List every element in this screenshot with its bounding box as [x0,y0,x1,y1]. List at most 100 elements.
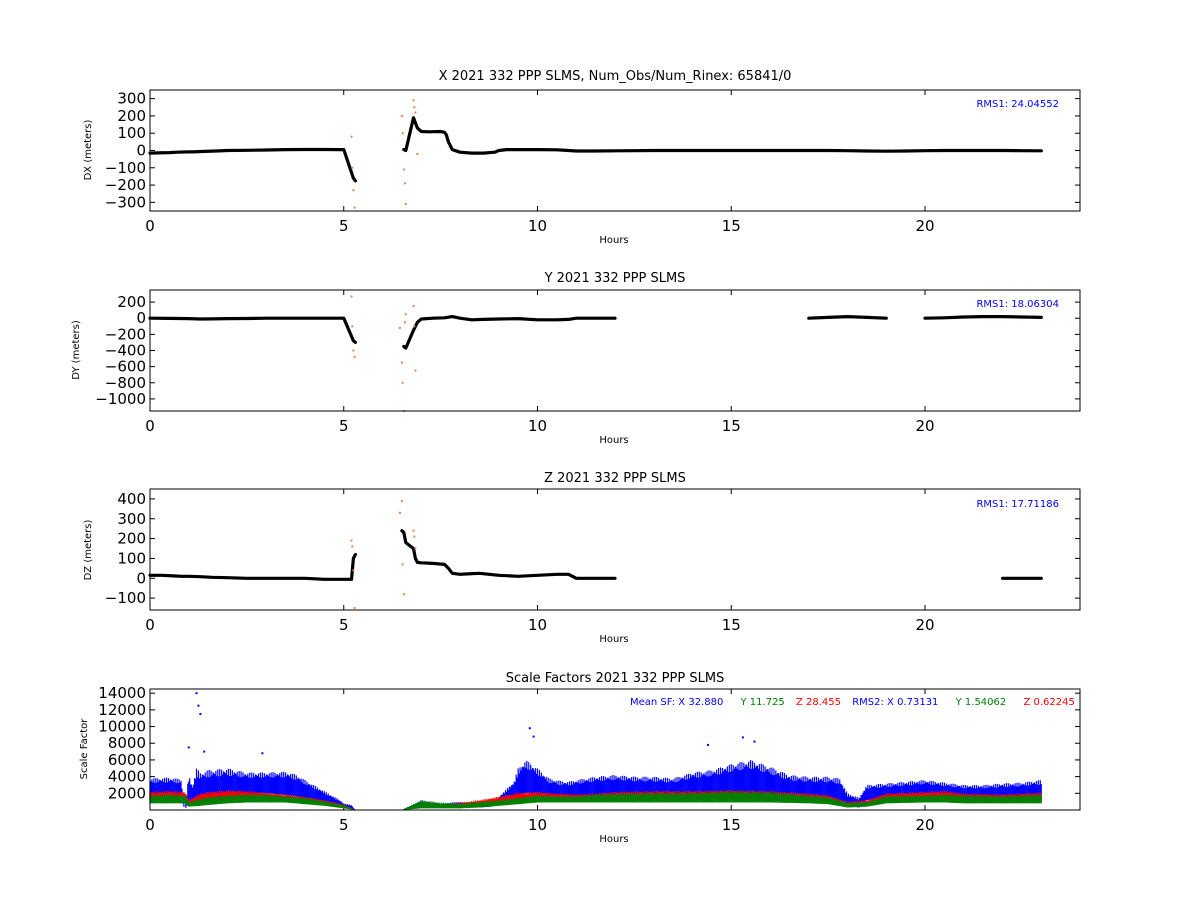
mean-sf-z: Z 28.455 [796,697,841,708]
data-point [351,545,354,548]
rms-annotation: RMS1: 17.71186 [976,499,1059,510]
x-tick-label: 10 [528,816,547,834]
data-point [707,743,709,746]
data-point [403,321,406,324]
data-point [197,704,200,707]
data-series-line [400,529,617,580]
x-axis-label: Hours [599,834,628,845]
y-tick-label: 2000 [108,784,146,802]
data-series-line [402,116,1043,155]
y-axis-label: DY (meters) [71,320,82,380]
x-tick-label: 5 [339,417,349,435]
data-point [402,168,405,171]
data-point [195,692,198,695]
solution-points [148,116,1043,183]
x-tick-label: 15 [722,217,741,235]
x-tick-label: 0 [145,816,155,834]
y-tick-label: 0 [136,569,146,587]
x-tick-label: 15 [722,816,741,834]
panel-dx: X 2021 332 PPP SLMS, Num_Obs/Num_Rinex: … [83,69,1081,246]
y-tick-label: −400 [105,342,146,360]
data-point [352,189,355,192]
panel-dy: Y 2021 332 PPP SLMS DY (meters) Hours RM… [71,271,1081,446]
data-point [351,325,354,328]
x-tick-label: 10 [528,616,547,634]
data-point [413,535,416,538]
panel-title: Z 2021 332 PPP SLMS [544,471,686,486]
y-tick-label: 6000 [108,751,146,769]
data-point [398,511,401,514]
x-tick-label: 20 [915,217,934,235]
data-point [187,746,190,749]
data-point [400,114,403,117]
panel-title: Y 2021 332 PPP SLMS [544,271,686,286]
data-point [528,727,531,730]
panel-title: X 2021 332 PPP SLMS, Num_Obs/Num_Rinex: … [439,69,792,84]
x-tick-label: 15 [722,616,741,634]
x-tick-label: 5 [339,616,349,634]
y-tick-label: 300 [117,510,146,528]
y-tick-label: −600 [105,358,146,376]
x-axis-label: Hours [599,634,628,645]
scale-factor-annotation: Mean SF: X 32.880 Y 11.725 Z 28.455 RMS2… [630,697,1075,708]
data-point [350,135,353,138]
x-tick-label: 20 [915,616,934,634]
y-tick-label: 0 [136,142,146,160]
data-point [416,152,419,155]
data-point [400,361,403,364]
data-point [414,547,417,550]
data-point [413,325,416,328]
y-axis-label: Scale Factor [79,718,90,780]
data-point [400,499,403,502]
data-point [353,355,356,358]
rms-annotation: RMS1: 24.04552 [976,99,1059,110]
panel-dz: Z 2021 332 PPP SLMS DZ (meters) Hours RM… [83,471,1081,645]
y-axis-label: DZ (meters) [83,519,94,580]
x-tick-label: 5 [339,217,349,235]
data-point [404,313,407,316]
data-point [352,569,355,572]
data-point [532,735,535,738]
panel-scale-factors: Scale Factors 2021 332 PPP SLMS Scale Fa… [79,671,1081,845]
y-tick-label: 300 [117,90,146,108]
x-tick-label: 10 [528,217,547,235]
data-point [351,166,354,169]
y-axis-label: DX (meters) [83,119,94,180]
data-point [412,529,415,532]
y-tick-label: 4000 [108,768,146,786]
y-tick-label: −100 [105,589,146,607]
data-point [412,99,415,102]
data-series-line [402,315,617,350]
x-tick-label: 5 [339,816,349,834]
panel-title: Scale Factors 2021 332 PPP SLMS [506,671,725,686]
data-point [413,106,416,109]
x-tick-label: 20 [915,417,934,435]
y-tick-label: 10000 [98,718,146,736]
mean-sf-x: Mean SF: X 32.880 [630,697,723,708]
x-tick-label: 10 [528,417,547,435]
plot-frame [149,89,1081,212]
x-tick-label: 0 [145,616,155,634]
data-point [404,203,407,206]
data-series-line [807,315,888,320]
y-tick-label: −100 [105,159,146,177]
data-point [741,736,744,739]
y-tick-label: 400 [117,490,146,508]
data-point [261,752,264,755]
rms2-y: Y 1.54062 [955,697,1007,708]
x-tick-label: 20 [915,816,934,834]
solution-points [148,315,1043,350]
data-point [403,182,406,185]
data-series-line [148,316,357,344]
data-point [414,369,417,372]
outlier-points [350,499,417,610]
y-tick-label: 200 [117,530,146,548]
data-point [401,381,404,384]
plot-frame [149,289,1081,412]
plot-frame [149,688,1081,811]
y-tick-label: −800 [105,374,146,392]
data-point [401,132,404,135]
data-series-line [148,147,357,183]
rms-annotation: RMS1: 18.06304 [976,299,1059,310]
data-point [753,740,756,743]
